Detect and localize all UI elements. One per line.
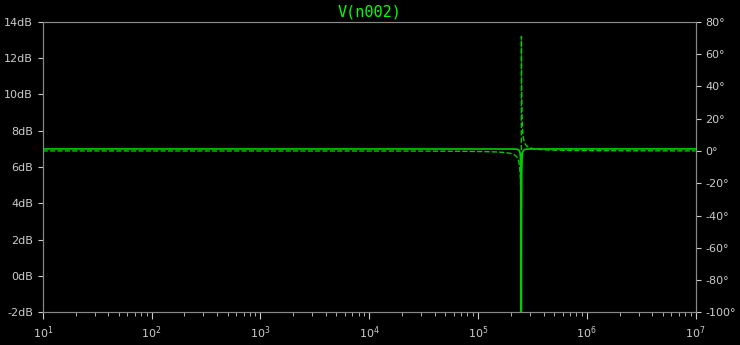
Title: V(n002): V(n002) — [337, 4, 401, 19]
